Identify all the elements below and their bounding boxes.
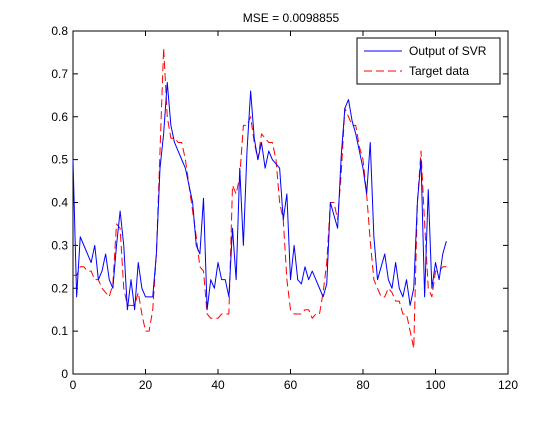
legend-box	[356, 37, 501, 85]
x-tick-label: 20	[139, 378, 153, 392]
y-axis: 0 0.1 0.2 0.3 0.4 0.5 0.6 0.7 0.8	[51, 24, 508, 381]
x-tick-label: 40	[211, 378, 225, 392]
legend-label-output: Output of SVR	[409, 44, 487, 58]
y-tick-label: 0	[61, 367, 68, 381]
legend-label-target: Target data	[409, 64, 469, 78]
x-tick-label: 120	[498, 378, 518, 392]
series-line-target-data	[73, 47, 447, 349]
y-tick-label: 0.6	[51, 110, 68, 124]
y-tick-label: 0.4	[51, 196, 68, 210]
y-tick-label: 0.5	[51, 153, 68, 167]
plot-frame	[72, 30, 509, 375]
y-tick-label: 0.2	[51, 281, 68, 295]
y-tick-label: 0.7	[51, 67, 68, 81]
x-tick-label: 80	[356, 378, 370, 392]
series-layer	[72, 47, 447, 349]
x-tick-label: 100	[425, 378, 445, 392]
legend: Output of SVR Target data	[356, 37, 501, 85]
y-tick-label: 0.3	[51, 238, 68, 252]
y-tick-label: 0.8	[51, 24, 68, 38]
x-tick-label: 60	[284, 378, 298, 392]
x-axis: 0 20 40 60 80 100 120	[70, 31, 518, 392]
x-tick-label: 0	[70, 378, 77, 392]
chart-title: MSE = 0.0098855	[243, 11, 340, 25]
series-line-output-of-svr	[72, 81, 447, 311]
y-tick-label: 0.1	[51, 324, 68, 338]
